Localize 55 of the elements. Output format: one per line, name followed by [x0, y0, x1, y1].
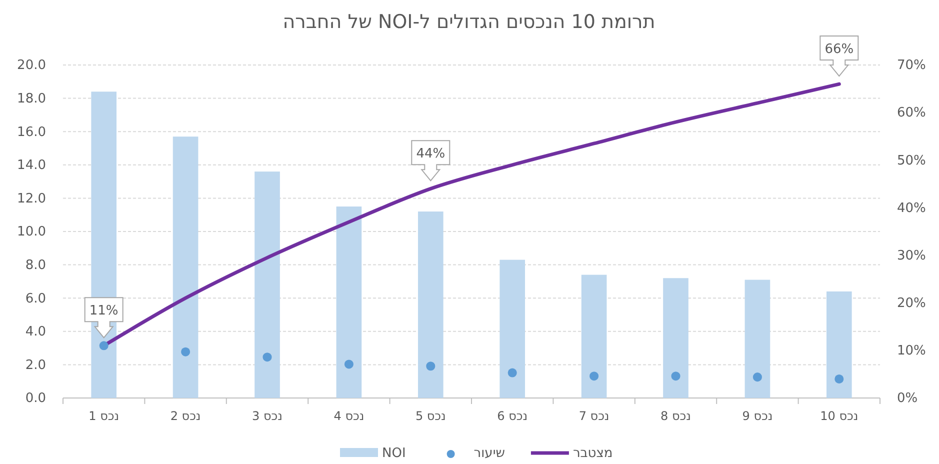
- legend-label: שיעור: [474, 446, 505, 461]
- x-tick-label: נכס 4: [334, 409, 364, 423]
- x-tick-label: נכס 7: [578, 409, 610, 423]
- bar: [418, 212, 444, 398]
- y-tick-label: 8.0: [25, 258, 46, 273]
- legend-label: NOI: [382, 446, 406, 461]
- x-tick-label: נכס 2: [170, 409, 201, 423]
- x-tick-label: נכס 6: [497, 409, 528, 423]
- point: [344, 360, 354, 369]
- x-tick-label: נכס 3: [252, 409, 282, 423]
- y2-tick-label: 70%: [897, 58, 926, 74]
- y2-tick-label: 10%: [897, 344, 926, 359]
- point: [262, 352, 272, 362]
- data-label: 44%: [416, 146, 446, 162]
- x-tick-label: נכס 10: [820, 409, 858, 423]
- y-tick-label: 10.0: [17, 224, 46, 240]
- bar: [663, 278, 688, 398]
- y-tick-label: 4.0: [25, 324, 46, 340]
- y-tick-label: 0.0: [25, 391, 46, 406]
- point: [671, 372, 680, 381]
- bar: [336, 206, 362, 398]
- point: [834, 374, 844, 384]
- data-label: 66%: [824, 42, 854, 58]
- y2-tick-label: 50%: [897, 153, 926, 168]
- x-tick-label: נכס 5: [415, 409, 446, 423]
- x-tick-label: נכס 9: [742, 409, 773, 423]
- chart-title: תרומת 10 הנכסים הגדולים ל-NOI של החברה: [282, 11, 656, 33]
- point: [508, 368, 517, 378]
- point: [752, 372, 762, 382]
- point: [590, 372, 599, 381]
- y-tick-label: 14.0: [17, 158, 46, 174]
- y2-tick-label: 0%: [897, 391, 918, 406]
- x-tick-label: נכס 8: [660, 409, 691, 423]
- point: [426, 362, 436, 371]
- point: [99, 341, 108, 350]
- y-tick-label: 18.0: [17, 91, 46, 106]
- bar: [500, 260, 526, 398]
- point: [181, 347, 190, 356]
- y-tick-label: 20.0: [17, 58, 46, 74]
- bar: [744, 280, 770, 398]
- y-tick-label: 16.0: [17, 124, 46, 140]
- legend-label: מצטבר: [572, 446, 613, 461]
- bar: [254, 172, 280, 398]
- y2-tick-label: 30%: [897, 248, 926, 264]
- data-label: 11%: [89, 304, 118, 319]
- bar: [172, 136, 198, 398]
- y-tick-label: 6.0: [25, 291, 46, 306]
- y2-tick-label: 20%: [897, 296, 926, 312]
- y-tick-label: 12.0: [17, 191, 46, 206]
- y-tick-label: 2.0: [25, 358, 46, 373]
- y2-tick-label: 60%: [897, 106, 926, 121]
- bar: [581, 274, 607, 398]
- bar: [826, 291, 852, 398]
- x-tick-label: נכס 1: [88, 409, 120, 423]
- y2-tick-label: 40%: [897, 200, 926, 216]
